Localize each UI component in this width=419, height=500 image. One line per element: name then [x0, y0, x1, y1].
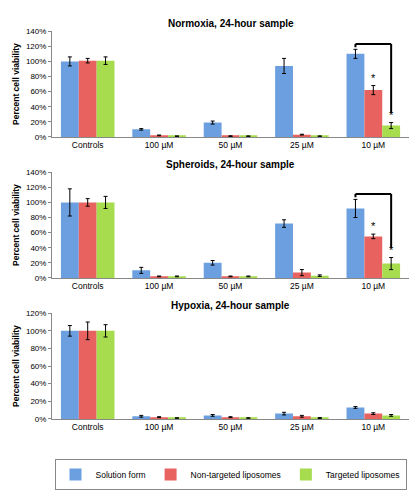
svg-text:Solution form: Solution form: [96, 470, 146, 480]
svg-text:Percent cell viability: Percent cell viability: [11, 325, 21, 407]
svg-text:Percent cell viability: Percent cell viability: [11, 43, 21, 125]
svg-text:80%: 80%: [30, 344, 46, 353]
svg-text:*: *: [389, 244, 394, 256]
svg-text:0%: 0%: [35, 415, 47, 424]
svg-text:Controls: Controls: [72, 422, 104, 432]
svg-text:25 µM: 25 µM: [290, 422, 314, 432]
svg-text:25 µM: 25 µM: [290, 281, 314, 291]
svg-text:*: *: [371, 220, 376, 232]
svg-text:20%: 20%: [30, 118, 46, 127]
svg-text:120%: 120%: [26, 309, 46, 318]
svg-text:100%: 100%: [26, 198, 46, 207]
svg-text:Controls: Controls: [72, 281, 104, 291]
svg-text:20%: 20%: [30, 397, 46, 406]
svg-text:120%: 120%: [26, 183, 46, 192]
svg-text:50 µM: 50 µM: [219, 140, 243, 150]
svg-text:100%: 100%: [26, 57, 46, 66]
svg-text:120%: 120%: [26, 42, 46, 51]
svg-text:Spheroids, 24-hour sample: Spheroids, 24-hour sample: [166, 159, 295, 170]
svg-text:20%: 20%: [30, 259, 46, 268]
svg-text:40%: 40%: [30, 244, 46, 253]
svg-text:80%: 80%: [30, 72, 46, 81]
svg-text:10 µM: 10 µM: [361, 140, 385, 150]
svg-text:140%: 140%: [26, 168, 46, 177]
svg-text:Percent cell viability: Percent cell viability: [11, 184, 21, 266]
svg-text:60%: 60%: [30, 362, 46, 371]
svg-text:Non-targeted liposomes: Non-targeted liposomes: [191, 470, 281, 480]
svg-text:Normoxia, 24-hour sample: Normoxia, 24-hour sample: [168, 18, 294, 29]
svg-text:10 µM: 10 µM: [361, 281, 385, 291]
svg-text:Controls: Controls: [72, 140, 104, 150]
svg-text:Targeted liposomes: Targeted liposomes: [326, 470, 400, 480]
svg-text:40%: 40%: [30, 103, 46, 112]
svg-text:*: *: [371, 72, 376, 84]
svg-text:80%: 80%: [30, 213, 46, 222]
svg-text:100 µM: 100 µM: [145, 281, 174, 291]
svg-text:100 µM: 100 µM: [145, 422, 174, 432]
svg-text:60%: 60%: [30, 228, 46, 237]
svg-text:50 µM: 50 µM: [219, 422, 243, 432]
svg-text:0%: 0%: [35, 133, 47, 142]
svg-text:10 µM: 10 µM: [361, 422, 385, 432]
svg-text:Hypoxia, 24-hour sample: Hypoxia, 24-hour sample: [171, 300, 290, 311]
svg-text:60%: 60%: [30, 87, 46, 96]
svg-text:*: *: [389, 109, 394, 121]
svg-text:100%: 100%: [26, 327, 46, 336]
svg-text:25 µM: 25 µM: [290, 140, 314, 150]
svg-text:0%: 0%: [35, 274, 47, 283]
svg-text:140%: 140%: [26, 27, 46, 36]
svg-text:100 µM: 100 µM: [145, 140, 174, 150]
svg-text:50 µM: 50 µM: [219, 281, 243, 291]
svg-text:40%: 40%: [30, 379, 46, 388]
